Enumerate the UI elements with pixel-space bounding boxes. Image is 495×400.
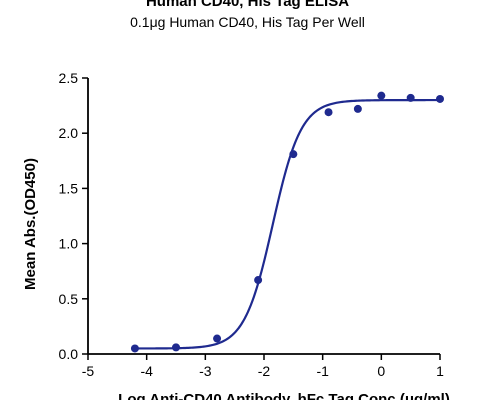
chart-subtitle: 0.1μg Human CD40, His Tag Per Well (130, 14, 365, 30)
data-point (254, 276, 263, 285)
x-ticks: -5 -4 -3 -2 -1 0 1 (82, 354, 444, 379)
data-point (377, 91, 386, 100)
chart-title: Human CD40, His Tag ELISA (145, 0, 350, 10)
y-tick-label: 0.5 (59, 291, 79, 307)
axes (87, 78, 440, 355)
data-point (406, 93, 415, 102)
x-tick-label: -2 (258, 363, 271, 379)
x-tick-label: 1 (436, 363, 444, 379)
y-tick-label: 0.0 (59, 346, 79, 362)
x-tick-label: -4 (140, 363, 153, 379)
data-point (213, 334, 222, 343)
data-point (172, 343, 180, 352)
data-point (130, 344, 139, 353)
data-points (130, 91, 444, 353)
data-point (436, 94, 444, 103)
y-tick-label: 2.0 (59, 125, 79, 141)
x-axis-label: Log Anti-CD40 Antibody, hFc Tag Conc.(μg… (118, 391, 450, 400)
y-axis-label: Mean Abs.(OD450) (22, 158, 39, 290)
x-tick-label: 0 (377, 363, 385, 379)
y-ticks: 0.0 0.5 1.0 1.5 2.0 2.5 (59, 70, 88, 362)
y-tick-label: 2.5 (59, 70, 79, 86)
y-tick-label: 1.0 (59, 236, 79, 252)
data-point (353, 104, 362, 113)
x-tick-label: -5 (82, 363, 95, 379)
fit-curve (134, 98, 440, 350)
data-point (289, 150, 298, 159)
x-tick-label: -3 (199, 363, 212, 379)
data-point (324, 108, 333, 117)
y-tick-label: 1.5 (59, 180, 79, 196)
x-tick-label: -1 (316, 363, 329, 379)
